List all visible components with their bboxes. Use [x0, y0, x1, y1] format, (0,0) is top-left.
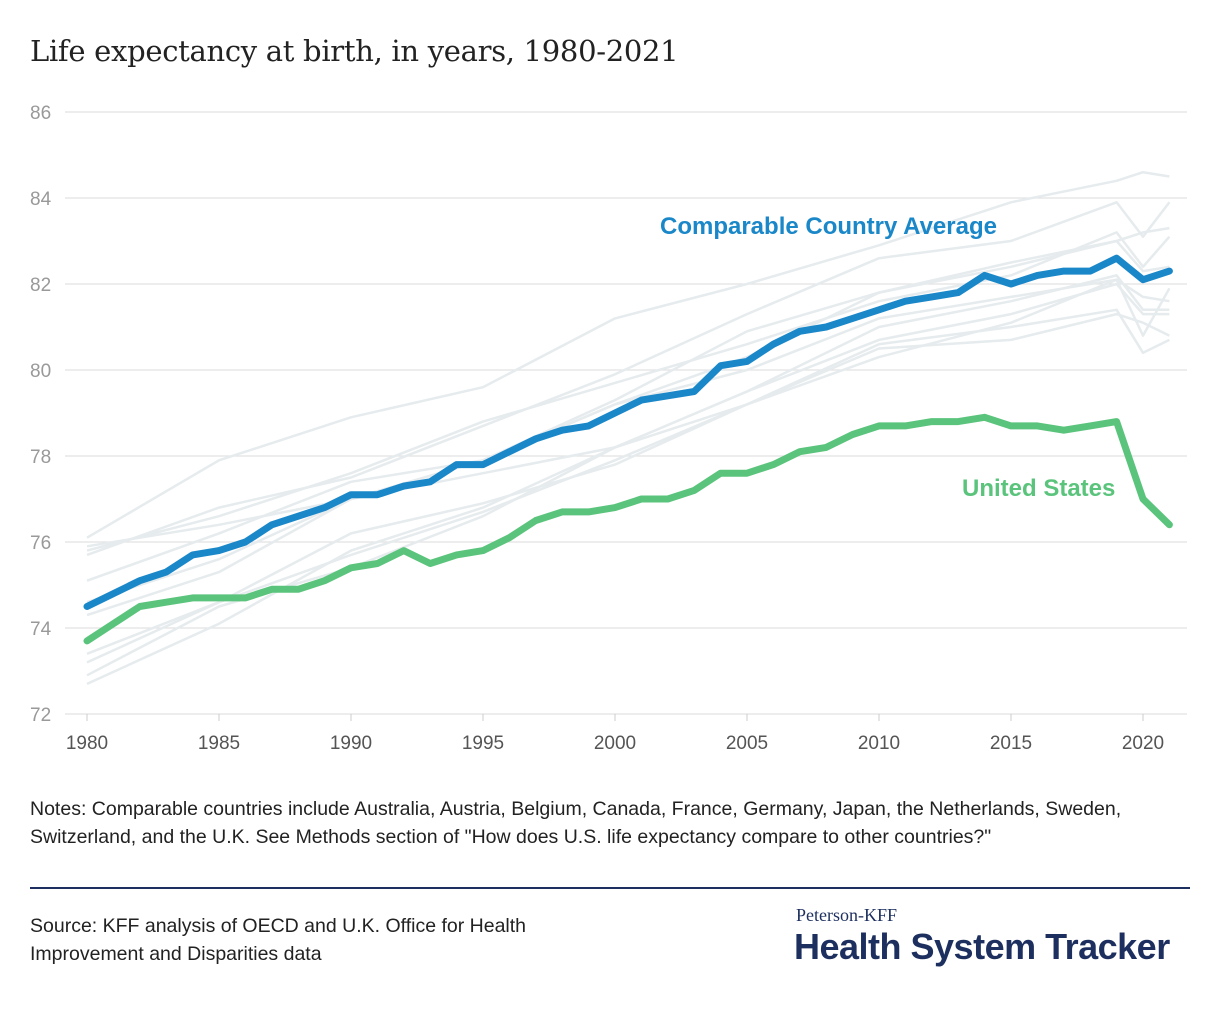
logo-peterson-kff: Peterson-KFF	[796, 905, 898, 925]
y-tick-label: 76	[30, 533, 51, 554]
x-axis-ticks: 1980 1985 1990 1995 2000 2005 2010 2015 2020	[66, 714, 1164, 754]
y-axis-ticks: 72 74 76 78 80 82 84 86	[30, 103, 52, 726]
united-states-line	[83, 413, 1173, 645]
x-tick-label: 1985	[198, 733, 240, 754]
country-line	[86, 282, 1170, 686]
country-line	[86, 239, 1170, 617]
y-tick-label: 86	[30, 103, 51, 124]
notes: Notes: Comparable countries include Aust…	[30, 798, 1122, 848]
x-tick-label: 2015	[990, 733, 1032, 754]
chart-title: Life expectancy at birth, in years, 1980…	[30, 34, 679, 68]
divider	[30, 887, 1190, 889]
country-line	[86, 226, 1170, 604]
highlight-lines	[83, 254, 1173, 645]
source: Source: KFF analysis of OECD and U.K. Of…	[30, 915, 527, 965]
country-line	[86, 231, 1171, 552]
x-tick-label: 1995	[462, 733, 504, 754]
country-line	[86, 170, 1170, 539]
logo-health-system-tracker: Health System Tracker	[794, 926, 1170, 967]
comparable-average-line	[83, 254, 1173, 610]
comparable-average-label: Comparable Country Average	[660, 213, 997, 240]
united-states-label: United States	[962, 475, 1115, 502]
country-line	[86, 308, 1170, 664]
comparable-country-lines	[86, 170, 1171, 686]
x-tick-label: 1990	[330, 733, 372, 754]
x-tick-label: 2020	[1122, 733, 1164, 754]
line-chart: 72 74 76 78 80 82 84 86 1980 1985 1990 1995 2000 200…	[30, 103, 1187, 754]
y-tick-label: 80	[30, 361, 51, 382]
x-tick-label: 2010	[858, 733, 900, 754]
x-tick-label: 1980	[66, 733, 108, 754]
gridlines	[65, 111, 1187, 715]
y-tick-label: 72	[30, 705, 51, 726]
y-tick-label: 84	[30, 189, 52, 210]
y-tick-label: 74	[30, 619, 52, 640]
y-tick-label: 78	[30, 447, 51, 468]
x-tick-label: 2005	[726, 733, 768, 754]
x-tick-label: 2000	[594, 733, 636, 754]
y-tick-label: 82	[30, 275, 51, 296]
